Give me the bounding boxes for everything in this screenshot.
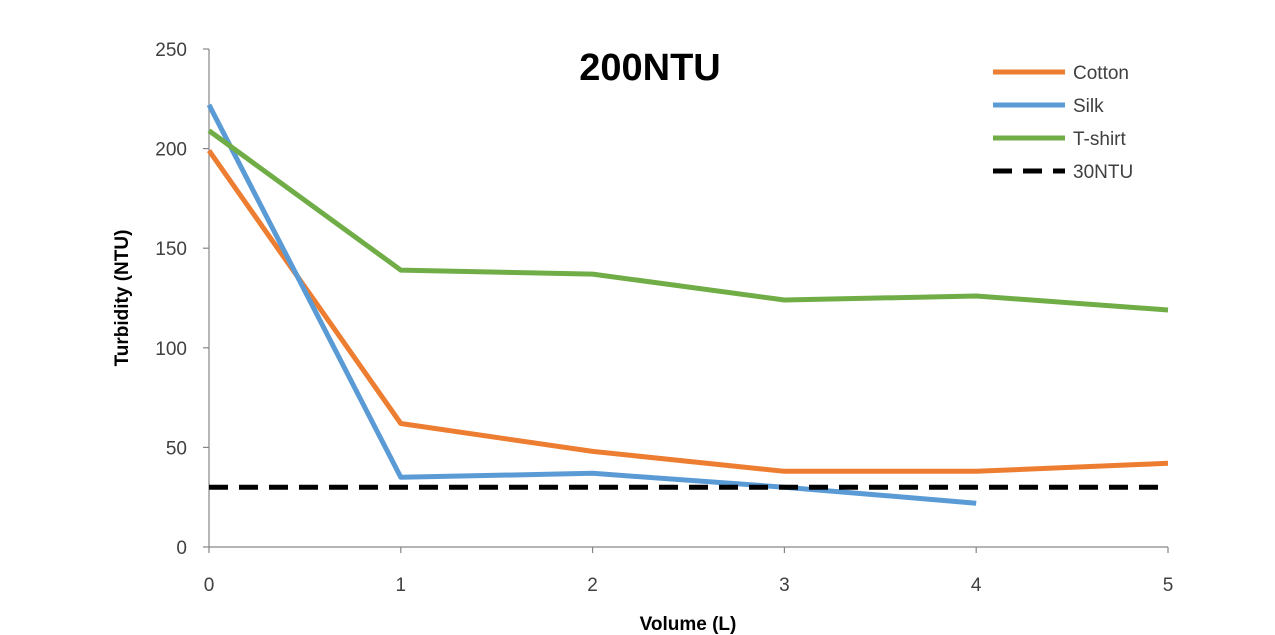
y-tick-label: 150 bbox=[155, 239, 187, 260]
x-tick-label: 1 bbox=[396, 575, 407, 596]
x-tick-label: 5 bbox=[1163, 575, 1174, 596]
series-line-cotton bbox=[206, 149, 1169, 474]
series-line-silk bbox=[206, 103, 977, 506]
y-axis-title: Turbidity (NTU) bbox=[112, 230, 133, 367]
legend-label-cotton: Cotton bbox=[1073, 63, 1129, 84]
x-tick-label: 4 bbox=[971, 575, 982, 596]
y-tick-label: 50 bbox=[166, 438, 187, 459]
axes: 0 50 100 150 200 250 0 1 2 3 4 5 bbox=[155, 40, 1173, 596]
legend-label-30ntu: 30NTU bbox=[1073, 162, 1133, 183]
legend: Cotton Silk T-shirt 30NTU bbox=[993, 63, 1133, 183]
series-layer bbox=[206, 103, 1169, 506]
x-tick-label: 0 bbox=[204, 575, 215, 596]
series-line-t-shirt bbox=[207, 128, 1169, 313]
legend-label-t-shirt: T-shirt bbox=[1073, 129, 1127, 150]
y-tick-label: 0 bbox=[176, 538, 187, 559]
x-tick-label: 2 bbox=[587, 575, 598, 596]
x-tick-label: 3 bbox=[779, 575, 790, 596]
y-tick-label: 200 bbox=[155, 140, 187, 161]
x-axis-title: Volume (L) bbox=[640, 614, 737, 635]
chart-title: 200NTU bbox=[579, 47, 721, 89]
y-tick-label: 250 bbox=[155, 40, 187, 61]
legend-label-silk: Silk bbox=[1073, 96, 1104, 117]
y-tick-label: 100 bbox=[155, 339, 187, 360]
